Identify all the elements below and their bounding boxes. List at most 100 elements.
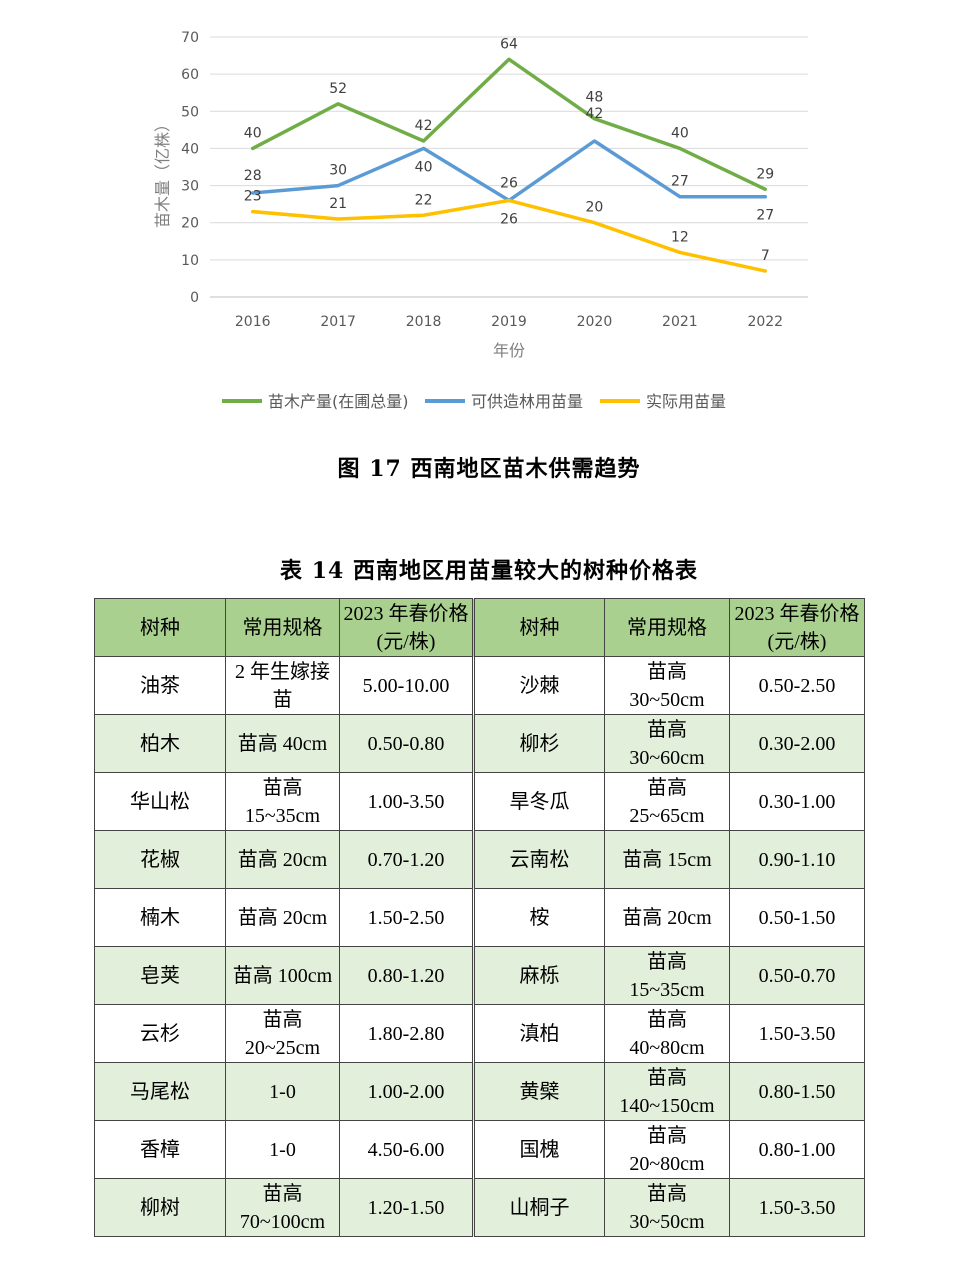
y-tick-label: 70 bbox=[181, 30, 199, 46]
table-cell: 旱冬瓜 bbox=[472, 772, 605, 831]
y-tick-label: 40 bbox=[181, 141, 199, 157]
data-label: 7 bbox=[761, 248, 770, 264]
table-cell: 苗高 20~25cm bbox=[225, 1004, 340, 1063]
header-cell: 2023 年春价格(元/株) bbox=[339, 598, 474, 657]
figure-caption: 图 17 西南地区苗木供需趋势 bbox=[337, 456, 641, 482]
y-axis-title: 苗木量（亿株） bbox=[153, 116, 172, 228]
x-tick-label: 2021 bbox=[662, 314, 698, 330]
data-label: 20 bbox=[586, 200, 604, 216]
table-cell: 0.70-1.20 bbox=[339, 830, 474, 889]
x-tick-label: 2020 bbox=[577, 314, 613, 330]
table-row: 马尾松 1-0 1.00-2.00 黄檗 苗高 140~150cm 0.80-1.50 bbox=[94, 1062, 865, 1121]
table-cell: 0.30-2.00 bbox=[729, 714, 865, 773]
legend-label: 苗木产量(在圃总量) bbox=[268, 392, 409, 411]
header-cell: 树种 bbox=[94, 598, 226, 657]
header-cell: 常用规格 bbox=[604, 598, 730, 657]
x-tick-label: 2019 bbox=[491, 314, 527, 330]
table-row: 华山松 苗高 15~35cm 1.00-3.50 旱冬瓜 苗高 25~65cm 0.30-… bbox=[94, 772, 865, 831]
table-cell: 苗高 15cm bbox=[604, 830, 730, 889]
table-cell: 1.50-3.50 bbox=[729, 1004, 865, 1063]
table-cell: 皂荚 bbox=[94, 946, 226, 1005]
table-cell: 苗高 30~50cm bbox=[604, 1178, 730, 1237]
data-label: 29 bbox=[756, 166, 774, 182]
table-cell: 1.50-3.50 bbox=[729, 1178, 865, 1237]
data-label: 28 bbox=[244, 168, 262, 184]
table-cell: 1-0 bbox=[225, 1120, 340, 1179]
data-label: 12 bbox=[671, 229, 689, 245]
table-cell: 楠木 bbox=[94, 888, 226, 947]
header-cell: 2023 年春价格(元/株) bbox=[729, 598, 865, 657]
table-cell: 苗高 100cm bbox=[225, 946, 340, 1005]
table-cell: 1.50-2.50 bbox=[339, 888, 474, 947]
data-label: 42 bbox=[586, 106, 604, 122]
table-caption: 表 14 西南地区用苗量较大的树种价格表 bbox=[280, 558, 698, 584]
table-cell: 云杉 bbox=[94, 1004, 226, 1063]
table-cell: 苗高 70~100cm bbox=[225, 1178, 340, 1237]
table-cell: 苗高 15~35cm bbox=[604, 946, 730, 1005]
table-cell: 苗高 40cm bbox=[225, 714, 340, 773]
y-tick-label: 50 bbox=[181, 104, 199, 120]
table-cell: 苗高 20~80cm bbox=[604, 1120, 730, 1179]
x-tick-label: 2022 bbox=[747, 314, 783, 330]
x-tick-label: 2018 bbox=[406, 314, 442, 330]
table-cell: 马尾松 bbox=[94, 1062, 226, 1121]
table-cell: 苗高 30~60cm bbox=[604, 714, 730, 773]
table-cell: 苗高 25~65cm bbox=[604, 772, 730, 831]
table-cell: 0.50-1.50 bbox=[729, 888, 865, 947]
y-tick-label: 30 bbox=[181, 179, 199, 195]
table-cell: 苗高 15~35cm bbox=[225, 772, 340, 831]
table-cell: 4.50-6.00 bbox=[339, 1120, 474, 1179]
table-cell: 苗高 20cm bbox=[225, 888, 340, 947]
table-cell: 油茶 bbox=[94, 656, 226, 715]
table-cell: 柳杉 bbox=[472, 714, 605, 773]
table-cell: 沙棘 bbox=[472, 656, 605, 715]
supply-demand-chart: 0 10 20 30 40 50 60 70 2016 2017 2018 2019 2020 2021 2… bbox=[0, 0, 978, 430]
table-cell: 1.00-3.50 bbox=[339, 772, 474, 831]
table-row: 柏木 苗高 40cm 0.50-0.80 柳杉 苗高 30~60cm 0.30-2.00 bbox=[94, 714, 865, 773]
data-label: 22 bbox=[415, 192, 433, 208]
table-cell: 麻栎 bbox=[472, 946, 605, 1005]
x-tick-label: 2017 bbox=[320, 314, 356, 330]
data-label: 30 bbox=[329, 163, 347, 179]
table-cell: 花椒 bbox=[94, 830, 226, 889]
table-cell: 山桐子 bbox=[472, 1178, 605, 1237]
table-cell: 苗高 140~150cm bbox=[604, 1062, 730, 1121]
table-cell: 苗高 40~80cm bbox=[604, 1004, 730, 1063]
y-tick-label: 0 bbox=[190, 290, 199, 306]
legend-label: 可供造林用苗量 bbox=[471, 392, 583, 411]
table-cell: 0.50-0.70 bbox=[729, 946, 865, 1005]
table-cell: 0.80-1.20 bbox=[339, 946, 474, 1005]
table-cell: 华山松 bbox=[94, 772, 226, 831]
y-tick-label: 60 bbox=[181, 67, 199, 83]
table-cell: 柏木 bbox=[94, 714, 226, 773]
series-line bbox=[250, 57, 768, 192]
data-label: 27 bbox=[756, 208, 774, 224]
data-label: 26 bbox=[500, 211, 518, 227]
header-cell: 常用规格 bbox=[225, 598, 340, 657]
table-cell: 滇柏 bbox=[472, 1004, 605, 1063]
data-label: 48 bbox=[586, 90, 604, 106]
data-label: 40 bbox=[671, 125, 689, 141]
table-row: 云杉 苗高 20~25cm 1.80-2.80 滇柏 苗高 40~80cm 1.50-3.… bbox=[94, 1004, 865, 1063]
table-cell: 1.80-2.80 bbox=[339, 1004, 474, 1063]
table-cell: 5.00-10.00 bbox=[339, 656, 474, 715]
table-cell: 云南松 bbox=[472, 830, 605, 889]
table-cell: 0.50-2.50 bbox=[729, 656, 865, 715]
table-cell: 苗高 20cm bbox=[604, 888, 730, 947]
table-cell: 香樟 bbox=[94, 1120, 226, 1179]
table-cell: 1-0 bbox=[225, 1062, 340, 1121]
series-line bbox=[250, 198, 768, 273]
table-cell: 1.20-1.50 bbox=[339, 1178, 474, 1237]
header-cell: 树种 bbox=[472, 598, 605, 657]
table-row: 楠木 苗高 20cm 1.50-2.50 桉苗高 20cm 0.50-1.50 bbox=[94, 888, 865, 947]
table-cell: 0.80-1.50 bbox=[729, 1062, 865, 1121]
table-header-row: 树种 常用规格 2023 年春价格(元/株) 树种 常用规格 2023 年春价格(元/株) bbox=[94, 598, 865, 657]
table-row: 柳树 苗高 70~100cm 1.20-1.50 山桐子 苗高 30~50cm 1.50-… bbox=[94, 1178, 865, 1237]
data-label: 26 bbox=[500, 175, 518, 191]
table-cell: 国槐 bbox=[472, 1120, 605, 1179]
table-cell: 苗高 20cm bbox=[225, 830, 340, 889]
data-label: 52 bbox=[329, 81, 347, 97]
y-tick-label: 20 bbox=[181, 216, 199, 232]
y-tick-label: 10 bbox=[181, 253, 199, 269]
